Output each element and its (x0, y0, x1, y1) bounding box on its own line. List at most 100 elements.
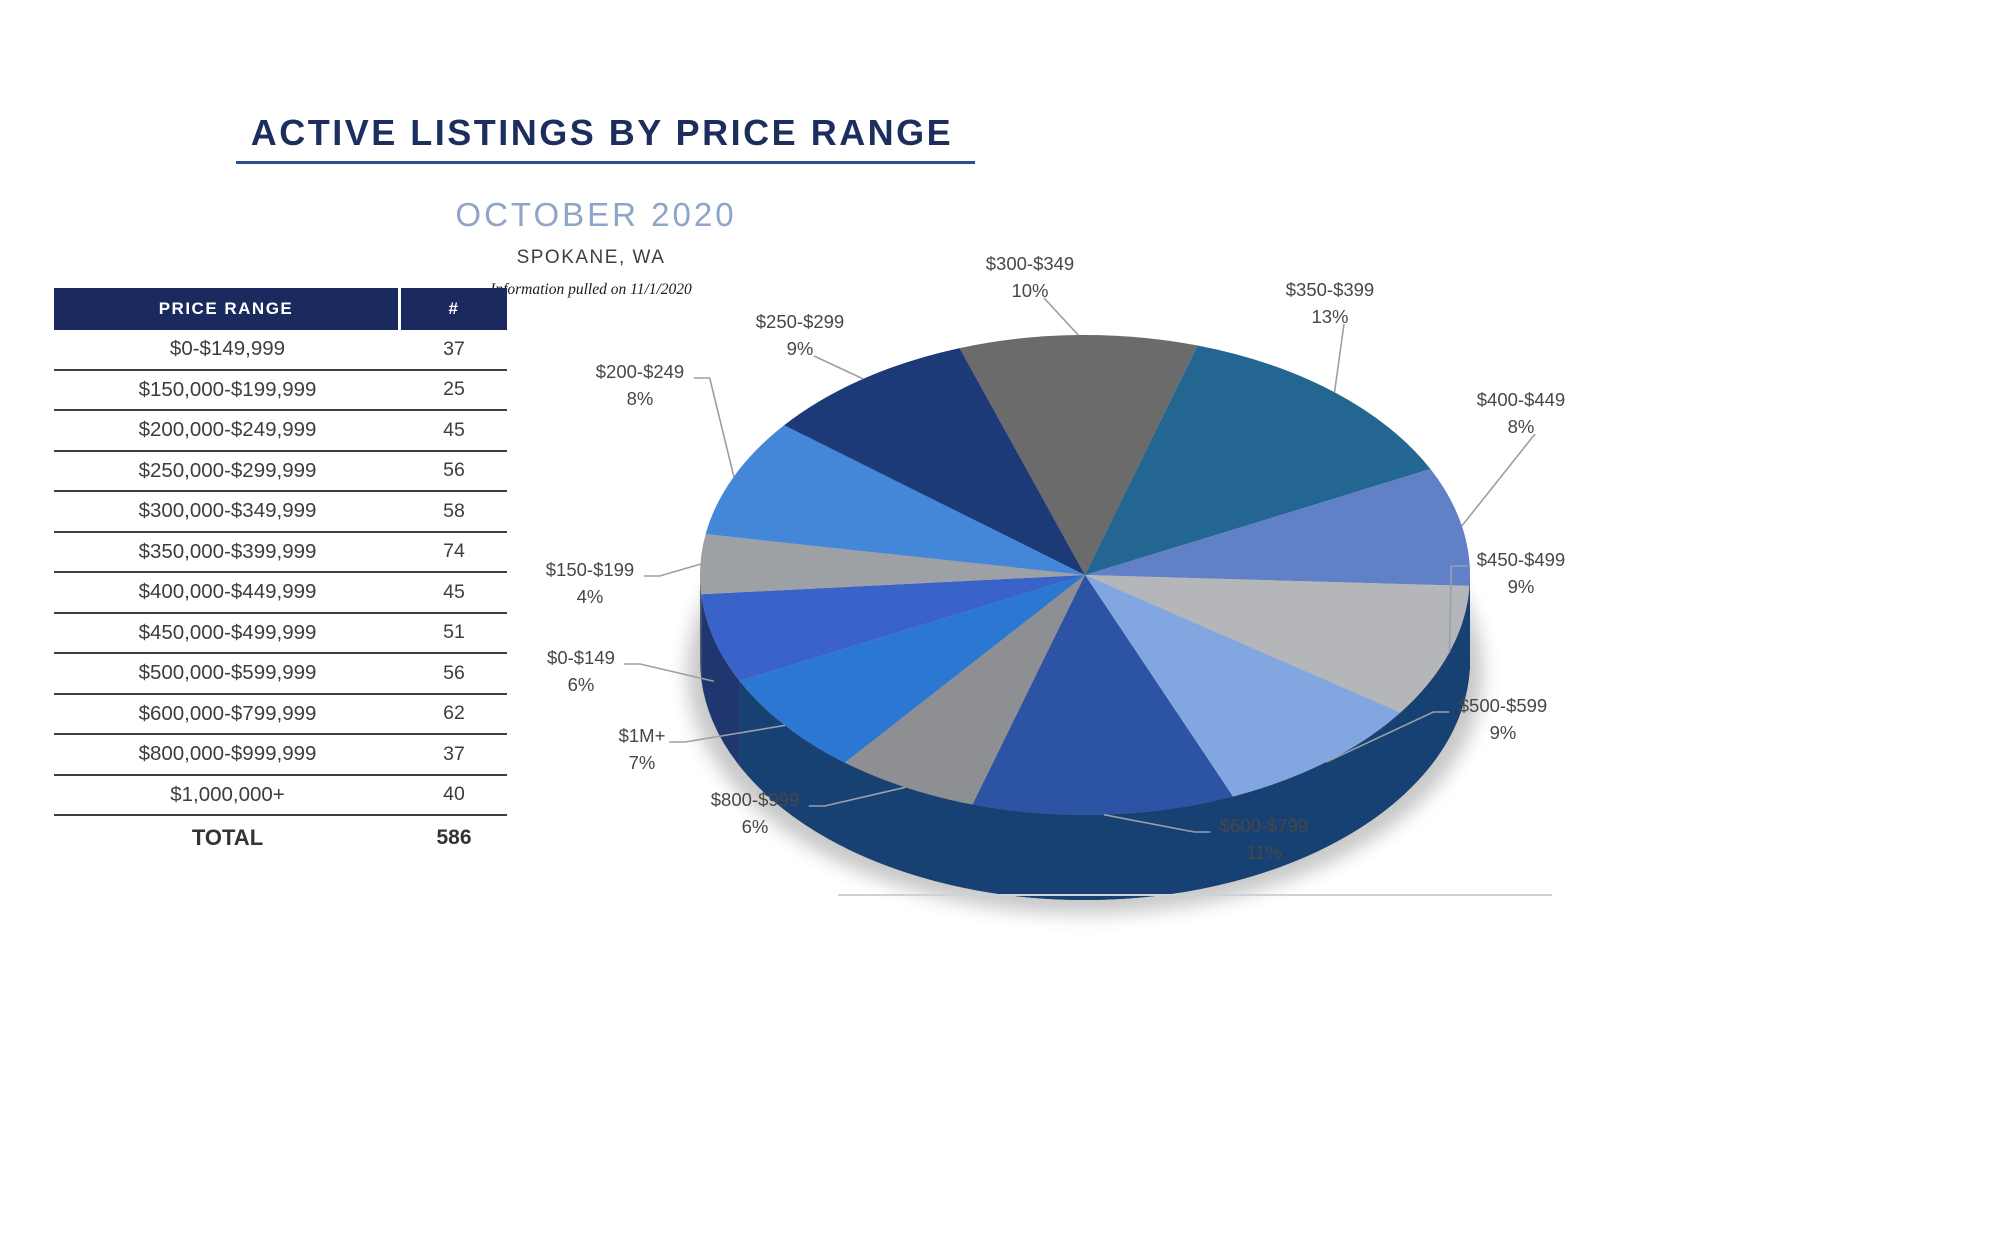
slice-pct: 6% (742, 816, 769, 837)
leader-line (1448, 565, 1468, 653)
table-row: $450,000-$499,999 51 (54, 614, 507, 654)
count-cell: 40 (443, 783, 465, 806)
table-row: $0-$149,999 37 (54, 330, 507, 371)
price-range-cell: $400,000-$449,999 (138, 580, 317, 604)
page-title: ACTIVE LISTINGS BY PRICE RANGE (250, 112, 954, 153)
table-row: $400,000-$449,999 45 (54, 573, 507, 614)
leader-line (1325, 711, 1450, 763)
slice-pct: 4% (577, 586, 604, 607)
slice-pct: 8% (627, 388, 654, 409)
pie-slice (844, 575, 1085, 805)
leader-line (643, 563, 701, 577)
slice-label: $250-$299 (756, 311, 844, 332)
table-header: PRICE RANGE # (54, 288, 507, 330)
price-range-cell: $500,000-$599,999 (138, 661, 317, 685)
table-row: $500,000-$599,999 56 (54, 654, 507, 695)
table-total-row: TOTAL 586 (54, 816, 507, 860)
count-cell: 37 (443, 742, 465, 765)
slice-label: $600-$799 (1220, 815, 1308, 836)
count-cell: 58 (443, 499, 465, 522)
count-cell: 45 (443, 580, 465, 603)
slice-label: $1M+ (619, 725, 666, 746)
subtitle-month: OCTOBER 2020 (455, 196, 737, 233)
pie-slice (784, 348, 1085, 575)
pie-slice (1085, 469, 1470, 586)
pie-slice-side (700, 575, 702, 680)
pie-slice (959, 335, 1198, 575)
slice-pct: 13% (1311, 306, 1348, 327)
column-header-count: # (401, 288, 507, 330)
slice-pct: 10% (1011, 280, 1048, 301)
pie-slice (700, 534, 1085, 595)
pie-slice-side (739, 575, 1470, 901)
location-label: SPOKANE, WA (516, 247, 666, 268)
leader-line (669, 724, 786, 743)
table-body: $0-$149,999 37 $150,000-$199,999 25 $200,000… (54, 330, 507, 816)
price-range-cell: $300,000-$349,999 (138, 499, 317, 523)
table-row: $300,000-$349,999 58 (54, 492, 507, 533)
column-header-price-range: PRICE RANGE (54, 288, 398, 330)
price-range-cell: $800,000-$999,999 (138, 742, 317, 766)
table-row: $800,000-$999,999 37 (54, 735, 507, 776)
price-range-cell: $450,000-$499,999 (138, 620, 317, 644)
price-range-cell: $250,000-$299,999 (138, 458, 317, 482)
table-row: $200,000-$249,999 45 (54, 411, 507, 452)
pie-slice (705, 425, 1085, 575)
slice-label: $350-$399 (1286, 279, 1374, 300)
leader-line (1461, 433, 1536, 527)
leader-line (693, 377, 735, 477)
total-label: TOTAL (191, 825, 264, 850)
table-row: $250,000-$299,999 56 (54, 452, 507, 492)
price-range-cell: $600,000-$799,999 (138, 701, 317, 725)
table-row: $1,000,000+ 40 (54, 776, 507, 816)
count-cell: 56 (443, 661, 465, 684)
total-value: 586 (436, 826, 472, 849)
pie-slice (1085, 345, 1431, 575)
slice-label: $200-$249 (596, 361, 684, 382)
count-cell: 25 (443, 378, 465, 401)
leader-line (1333, 323, 1345, 393)
price-range-cell: $150,000-$199,999 (138, 377, 317, 401)
slice-label: $0-$149 (547, 647, 615, 668)
slice-pct: 9% (1490, 722, 1517, 743)
pie-slice (1085, 575, 1401, 797)
count-cell: 62 (443, 702, 465, 725)
slice-label: $500-$599 (1459, 695, 1547, 716)
slice-pct: 8% (1508, 416, 1535, 437)
price-range-cell: $350,000-$399,999 (138, 539, 317, 563)
count-cell: 45 (443, 418, 465, 441)
title-underline (236, 161, 975, 164)
slice-label: $400-$449 (1477, 389, 1565, 410)
pie-slice-side (701, 594, 740, 766)
table-row: $350,000-$399,999 74 (54, 533, 507, 573)
slice-pct: 11% (1246, 842, 1282, 863)
pie-slice (739, 575, 1085, 763)
slice-pct: 9% (787, 338, 814, 359)
leader-line (1103, 813, 1211, 833)
count-cell: 74 (443, 540, 465, 563)
pie-slice (701, 575, 1085, 681)
leader-line (813, 355, 864, 380)
price-range-cell: $200,000-$249,999 (138, 418, 317, 442)
pie-slice (1085, 575, 1470, 713)
slice-label: $150-$199 (546, 559, 634, 580)
info-note: Information pulled on 11/1/2020 (490, 281, 692, 298)
slice-label: $800-$999 (711, 789, 799, 810)
pie-slice (972, 575, 1233, 816)
table-row: $600,000-$799,999 62 (54, 695, 507, 735)
price-range-cell: $1,000,000+ (170, 782, 285, 806)
price-table: PRICE RANGE # $0-$149,999 37 $150,000-$199… (54, 288, 507, 860)
leader-line (1043, 297, 1079, 336)
price-range-cell: $0-$149,999 (169, 337, 286, 361)
count-cell: 37 (443, 337, 465, 360)
table-row: $150,000-$199,999 25 (54, 371, 507, 411)
slice-label: $300-$349 (986, 253, 1074, 274)
count-cell: 51 (443, 621, 465, 644)
slice-label: $450-$499 (1477, 549, 1565, 570)
leader-line (624, 663, 715, 683)
slice-pct: 6% (568, 674, 595, 695)
slice-pct: 9% (1508, 576, 1535, 597)
leader-line (808, 786, 906, 807)
slice-pct: 7% (629, 752, 656, 773)
